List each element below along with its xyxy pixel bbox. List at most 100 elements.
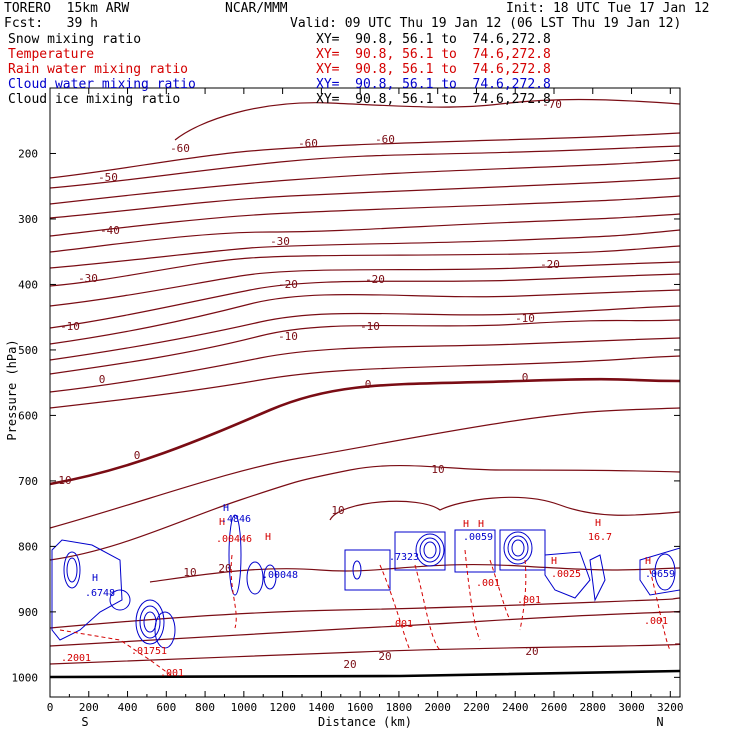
mixing-ratio-label: H xyxy=(478,519,484,530)
mixing-ratio-label: .00048 xyxy=(262,570,298,581)
temperature-labels: -70 -60 -60 -60 -50 -40 -30 -30 -20 -20 -20 -10 -10 -… xyxy=(58,98,562,671)
x-tick-label: 400 xyxy=(118,701,138,714)
valid-time: Valid: 09 UTC Thu 19 Jan 12 (06 LST Thu … xyxy=(290,16,682,31)
y-tick-label: 1000 xyxy=(12,671,39,684)
legend-snow-xy: XY= 90.8, 56.1 to 74.6,272.8 xyxy=(316,32,551,47)
y-tick-label: 200 xyxy=(18,147,38,160)
temperature-contour-label: -30 xyxy=(270,235,290,248)
mixing-ratio-label: .01751 xyxy=(131,646,167,657)
surface-line xyxy=(49,669,681,679)
rain-water-contours xyxy=(59,549,671,677)
mixing-ratio-label: .00446 xyxy=(216,534,252,545)
mixing-ratio-labels: HH.4846.00446 H.00048.6748H.01751.2001.73… xyxy=(61,503,675,679)
temperature-contour-label: -10 xyxy=(60,320,80,333)
mixing-ratio-label: .001 xyxy=(389,619,413,630)
legend-snow: Snow mixing ratio xyxy=(8,32,142,47)
north-label: N xyxy=(656,715,663,729)
x-tick-label: 200 xyxy=(79,701,99,714)
temperature-contour-label: -60 xyxy=(298,137,318,150)
temperature-contour-label: 0 xyxy=(522,371,529,384)
x-tick-label: 2000 xyxy=(424,701,451,714)
temperature-contour-label: -10 xyxy=(278,330,298,343)
x-tick-label: 2800 xyxy=(580,701,607,714)
plot-frame xyxy=(49,87,681,698)
y-tick-label: 500 xyxy=(18,344,38,357)
isotherm-zero xyxy=(49,377,681,486)
south-label: S xyxy=(81,715,88,729)
mixing-ratio-label: .001 xyxy=(644,616,668,627)
legend-rain-xy: XY= 90.8, 56.1 to 74.6,272.8 xyxy=(316,62,551,77)
legend-cloud-ice-xy: XY= 90.8, 56.1 to 74.6,272.8 xyxy=(316,92,551,107)
mixing-ratio-label: .0025 xyxy=(551,569,581,580)
temperature-contour-label: 20 xyxy=(343,658,356,671)
x-tick-label: 3000 xyxy=(618,701,645,714)
x-tick-label: 1600 xyxy=(347,701,374,714)
isotherm-minus30 xyxy=(49,245,681,287)
mixing-ratio-label: H xyxy=(595,518,601,529)
mixing-ratio-label: .001 xyxy=(160,668,184,679)
temperature-contour-label: 20 xyxy=(378,650,391,663)
mixing-ratio-label: 16.7 xyxy=(588,532,612,543)
mixing-ratio-label: .0659 xyxy=(645,569,675,580)
axis-ticks xyxy=(49,88,680,697)
legend-cloud-water: Cloud water mixing ratio xyxy=(8,77,196,92)
mixing-ratio-label: H xyxy=(551,556,557,567)
temperature-contour-label: -20 xyxy=(540,258,560,271)
isotherm-minus70 xyxy=(174,98,681,141)
temperature-contour-label: -70 xyxy=(542,98,562,111)
forecast-hour: Fcst: 39 h xyxy=(4,16,98,31)
temperature-contour-label: -10 xyxy=(515,312,535,325)
temperature-contour-label: -60 xyxy=(375,133,395,146)
temperature-contour-label: -50 xyxy=(98,171,118,184)
mixing-ratio-label: .6748 xyxy=(85,588,115,599)
temperature-contour-label: 10 xyxy=(58,474,71,487)
legend-cloud-ice: Cloud ice mixing ratio xyxy=(8,92,181,107)
temperature-contour-label: -40 xyxy=(100,224,120,237)
y-tick-label: 600 xyxy=(18,409,38,422)
temperature-contour-label: 0 xyxy=(365,378,372,391)
isotherm-minus50 xyxy=(49,177,681,219)
legend-temperature-xy: XY= 90.8, 56.1 to 74.6,272.8 xyxy=(316,47,551,62)
x-tick-label: 2600 xyxy=(541,701,568,714)
temperature-contour-label: 10 xyxy=(183,566,196,579)
mixing-ratio-label: H xyxy=(645,556,651,567)
cloud-water-contours xyxy=(51,514,681,649)
x-tick-labels: 0 200 400 600 800 1000 1200 1400 1600 1800 2000 220… xyxy=(47,701,684,714)
isotherm-minus60 xyxy=(49,132,681,179)
y-axis-label: Pressure (hPa) xyxy=(5,339,19,440)
y-tick-label: 700 xyxy=(18,475,38,488)
legend-cloud-water-xy: XY= 90.8, 56.1 to 74.6,272.8 xyxy=(316,77,551,92)
mixing-ratio-label: .7323 xyxy=(389,552,419,563)
legend-temperature: Temperature xyxy=(8,47,95,62)
temperature-contour-label: -20 xyxy=(278,278,298,291)
x-tick-label: 0 xyxy=(47,701,54,714)
x-tick-label: 1400 xyxy=(308,701,335,714)
x-tick-label: 3200 xyxy=(657,701,684,714)
mixing-ratio-label: H xyxy=(463,519,469,530)
model-title: TORERO 15km ARW xyxy=(4,1,130,16)
mixing-ratio-label: .2001 xyxy=(61,653,91,664)
y-tick-label: 400 xyxy=(18,278,38,291)
mixing-ratio-label: H xyxy=(223,503,229,514)
x-tick-label: 1800 xyxy=(386,701,413,714)
temperature-contour-label: -60 xyxy=(170,142,190,155)
temperature-contour-label: -10 xyxy=(360,320,380,333)
isotherm-minus10 xyxy=(49,319,681,375)
x-tick-label: 2400 xyxy=(502,701,529,714)
temperature-contour-label: 0 xyxy=(134,449,141,462)
temperature-contour-label: 0 xyxy=(99,373,106,386)
mixing-ratio-label: .001 xyxy=(476,578,500,589)
temperature-contour-label: -20 xyxy=(365,273,385,286)
x-tick-label: 2200 xyxy=(463,701,490,714)
temperature-contour-label: 10 xyxy=(431,463,444,476)
y-tick-labels: 200 300 400 500 600 700 800 900 1000 xyxy=(12,147,39,684)
legend-rain: Rain water mixing ratio xyxy=(8,62,189,77)
temperature-contour-label: 20 xyxy=(218,562,231,575)
isotherm-minus40 xyxy=(49,213,681,253)
mixing-ratio-label: H xyxy=(92,573,98,584)
mixing-ratio-label: .0059 xyxy=(463,532,493,543)
isotherm-10 xyxy=(49,407,681,529)
x-tick-label: 800 xyxy=(195,701,215,714)
y-tick-label: 800 xyxy=(18,540,38,553)
